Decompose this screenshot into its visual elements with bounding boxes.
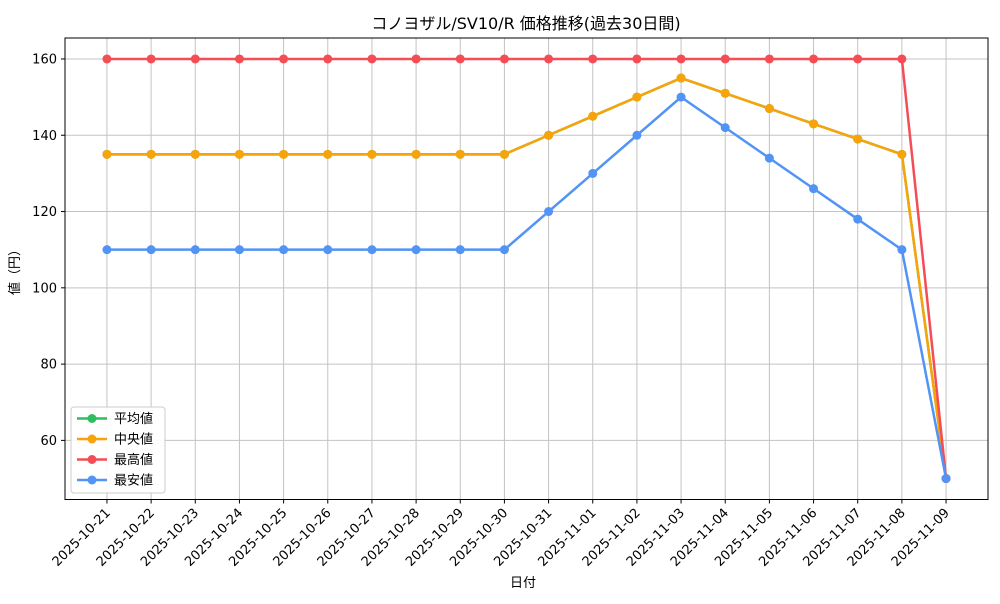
series-point-min-13: [676, 92, 686, 102]
series-point-median-3: [234, 149, 244, 159]
y-tick-label-80: 80: [40, 358, 57, 373]
series-point-max-5: [323, 54, 333, 64]
series-point-median-8: [455, 149, 465, 159]
series-point-min-8: [455, 245, 465, 255]
series-point-median-15: [764, 104, 774, 114]
series-point-median-9: [499, 149, 509, 159]
series-point-min-4: [279, 245, 289, 255]
y-tick-label-140: 140: [32, 129, 57, 144]
series-point-min-14: [720, 123, 730, 133]
series-point-min-9: [499, 245, 509, 255]
series-point-max-18: [897, 54, 907, 64]
series-point-max-0: [102, 54, 112, 64]
series-line-max: [105, 57, 948, 480]
y-axis-label: 値（円）: [7, 243, 23, 295]
series-point-max-11: [588, 54, 598, 64]
series-point-min-15: [764, 153, 774, 163]
x-axis-label: 日付: [510, 576, 536, 591]
series-point-min-12: [632, 130, 642, 140]
series-point-median-0: [102, 149, 112, 159]
plot-area-border: [64, 37, 989, 500]
series-point-max-13: [676, 54, 686, 64]
series-point-max-6: [367, 54, 377, 64]
series-point-min-6: [367, 245, 377, 255]
grid-layer: [65, 38, 988, 500]
legend-swatch-dot-median: [87, 434, 97, 444]
series-point-min-0: [102, 245, 112, 255]
series-point-max-4: [279, 54, 289, 64]
series-point-median-5: [323, 149, 333, 159]
y-tick-label-120: 120: [32, 205, 57, 220]
series-point-max-1: [146, 54, 156, 64]
series-point-min-19: [941, 474, 951, 484]
y-tick-label-60: 60: [40, 434, 57, 449]
series-point-max-7: [411, 54, 421, 64]
series-point-max-12: [632, 54, 642, 64]
series-point-min-16: [809, 184, 819, 194]
series-point-min-1: [146, 245, 156, 255]
y-tick-label-160: 160: [32, 52, 57, 67]
series-point-min-3: [234, 245, 244, 255]
series-point-max-3: [234, 54, 244, 64]
tick-layer: 2025-10-212025-10-222025-10-232025-10-24…: [32, 52, 953, 569]
series-point-max-9: [499, 54, 509, 64]
series-point-median-11: [588, 111, 598, 121]
chart-title: コノヨザル/SV10/R 価格推移(過去30日間): [371, 14, 680, 33]
series-line-average: [105, 76, 948, 480]
series-point-min-17: [853, 214, 863, 224]
series-point-median-1: [146, 149, 156, 159]
series-point-median-10: [544, 130, 554, 140]
series-point-min-18: [897, 245, 907, 255]
legend-label-median: 中央値: [114, 432, 153, 448]
series-point-min-5: [323, 245, 333, 255]
series-layer: [102, 54, 951, 484]
series-point-median-4: [279, 149, 289, 159]
series-point-median-18: [897, 149, 907, 159]
series-line-median: [105, 76, 948, 480]
series-point-max-2: [190, 54, 200, 64]
series-point-max-14: [720, 54, 730, 64]
series-point-min-11: [588, 168, 598, 178]
series-point-max-17: [853, 54, 863, 64]
legend-label-min: 最安値: [114, 473, 153, 489]
series-point-median-6: [367, 149, 377, 159]
legend-swatch-dot-min: [87, 475, 97, 485]
series-point-median-12: [632, 92, 642, 102]
legend-label-average: 平均値: [114, 411, 153, 427]
legend-label-max: 最高値: [114, 452, 153, 468]
series-point-median-16: [809, 119, 819, 129]
series-point-median-17: [853, 134, 863, 144]
legend-swatch-dot-max: [87, 455, 97, 464]
series-point-max-10: [544, 54, 554, 64]
series-point-median-2: [190, 149, 200, 159]
series-point-max-16: [809, 54, 819, 64]
series-point-median-14: [720, 88, 730, 98]
series-point-min-7: [411, 245, 421, 255]
series-point-max-15: [764, 54, 774, 64]
series-point-median-7: [411, 149, 421, 159]
series-line-min: [105, 95, 948, 480]
series-point-median-13: [676, 73, 686, 83]
series-point-min-2: [190, 245, 200, 255]
legend-box: [70, 406, 166, 494]
series-point-min-10: [544, 207, 554, 217]
legend-swatch-dot-average: [87, 414, 97, 423]
series-point-max-8: [455, 54, 465, 64]
y-tick-label-100: 100: [32, 281, 57, 296]
